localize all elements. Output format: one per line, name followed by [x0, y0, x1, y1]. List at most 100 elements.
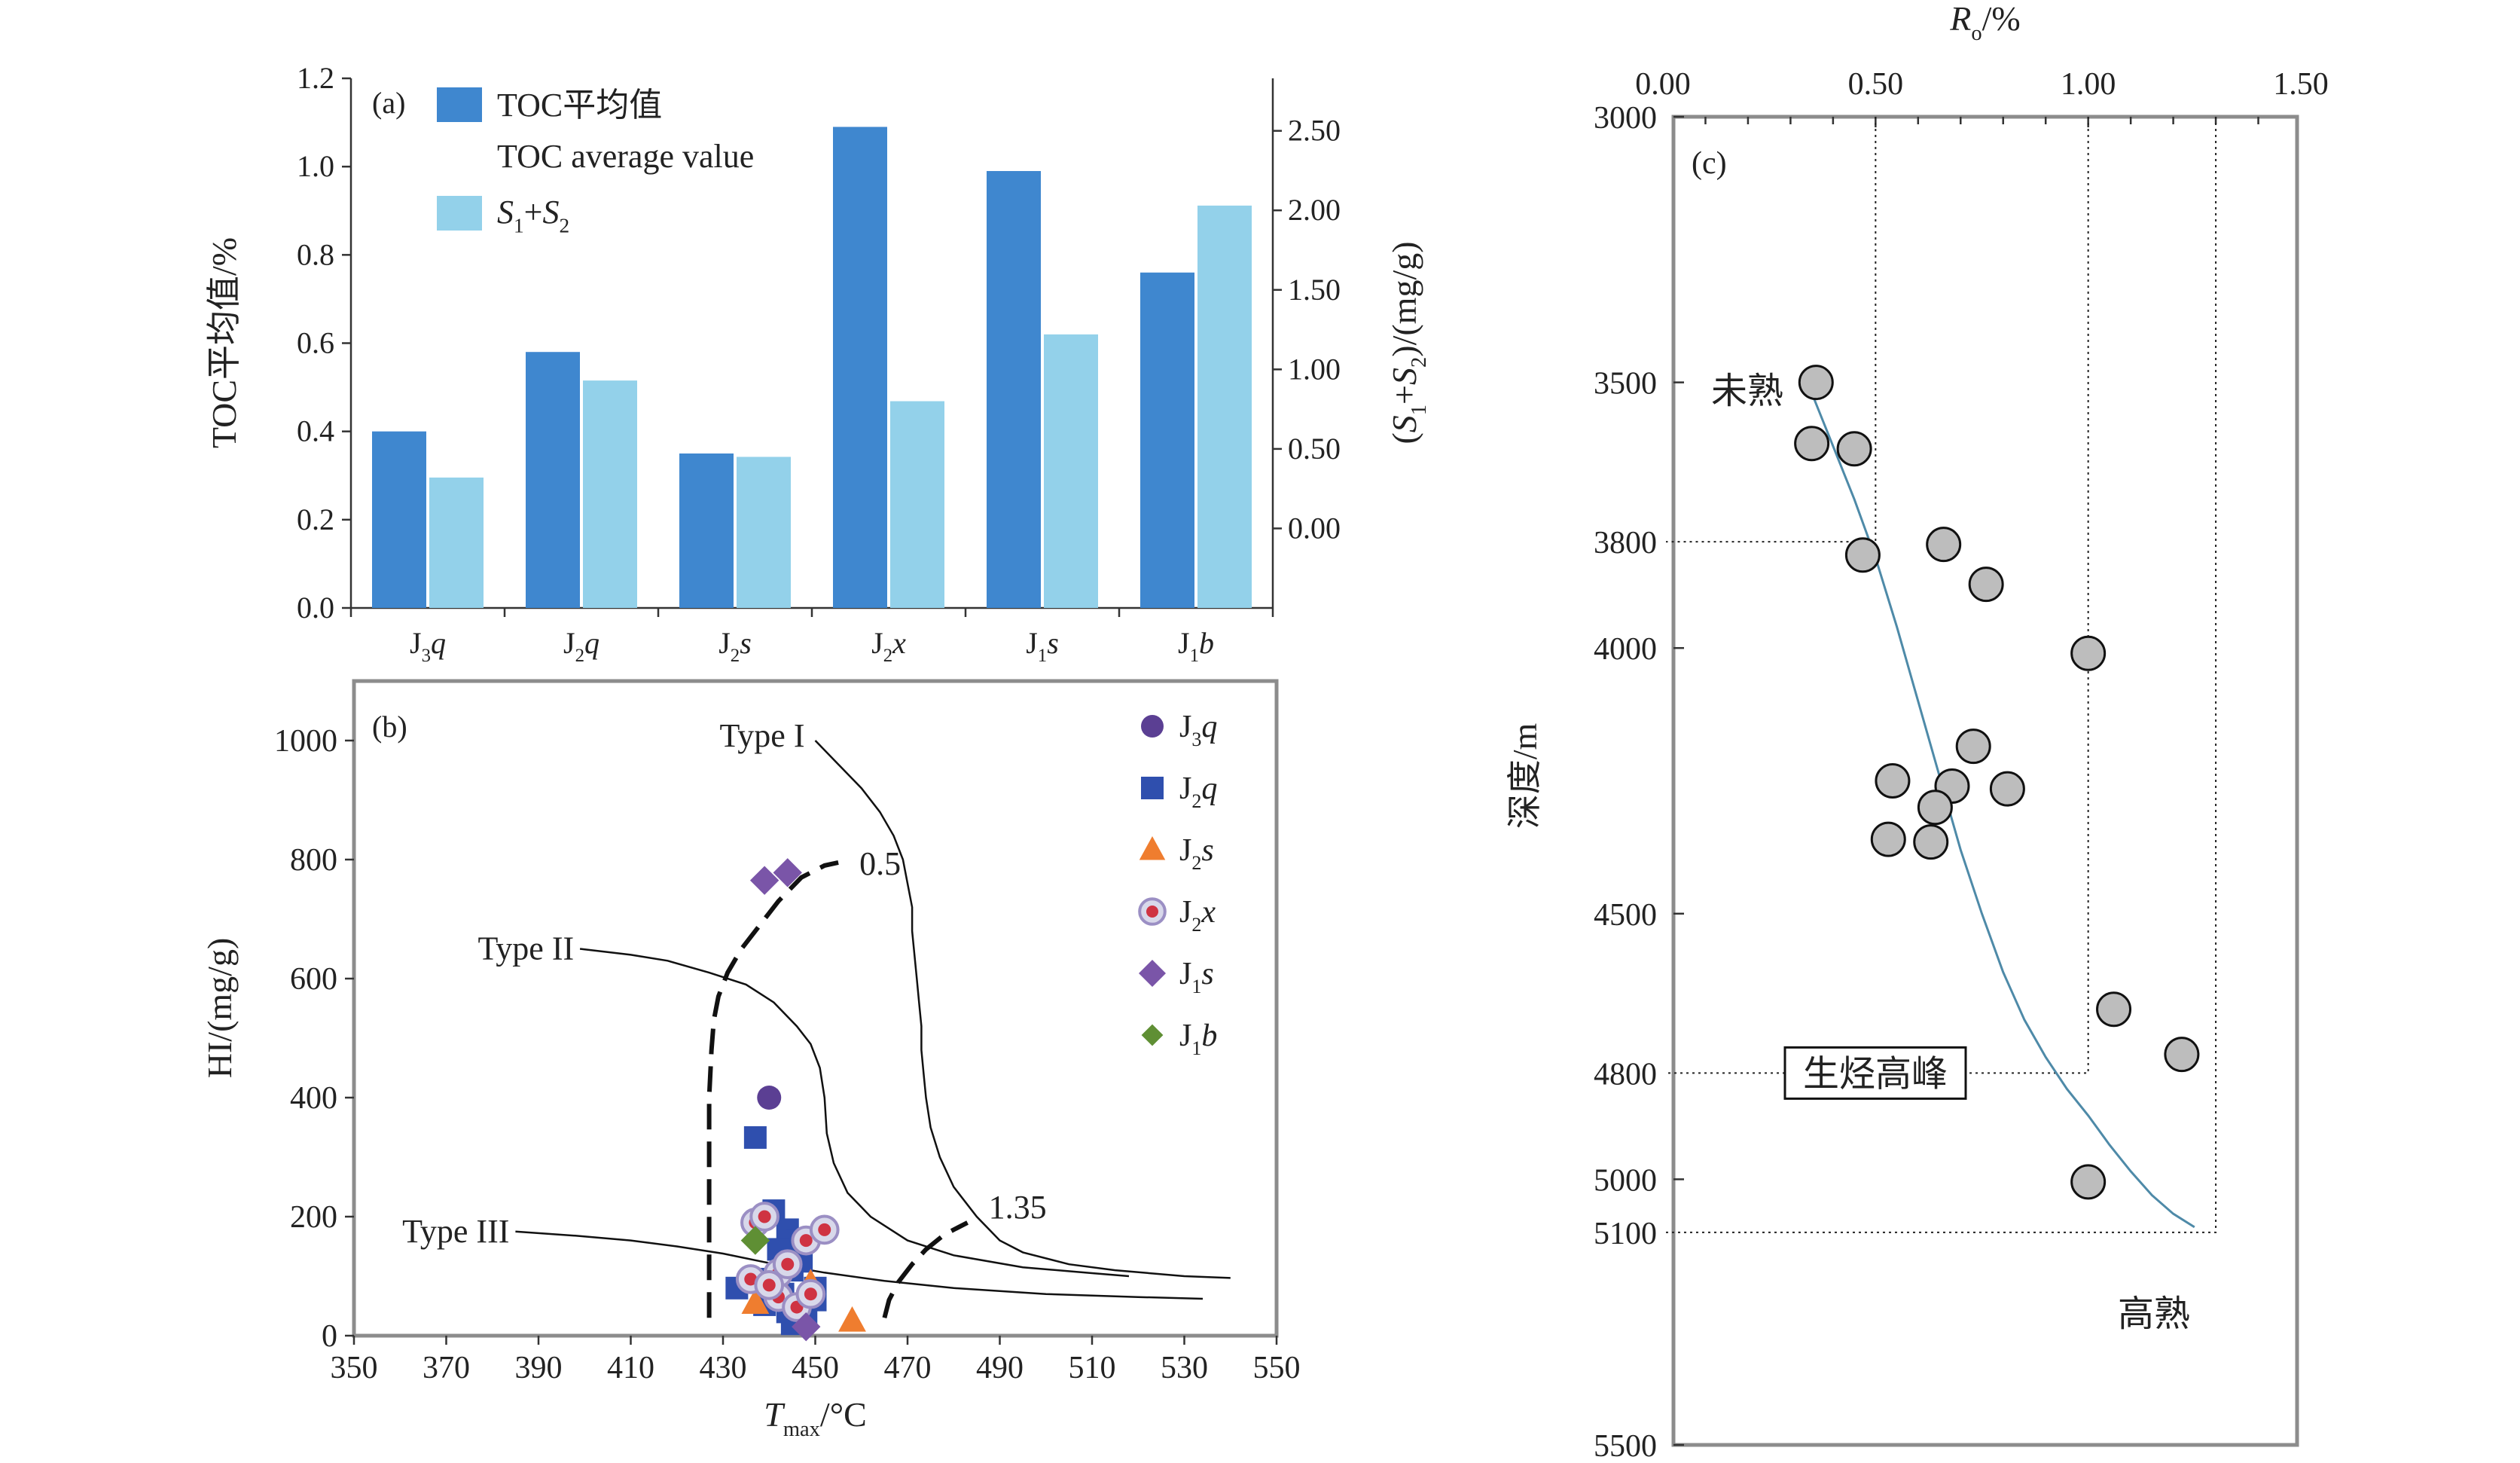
x-tick-label: 530 [1161, 1351, 1208, 1385]
data-point-j2s [838, 1306, 866, 1332]
right-tick-label: 2.00 [1288, 193, 1341, 227]
type-iii-label: Type III [402, 1213, 509, 1250]
bar-s1s2 [737, 457, 791, 608]
category-label: J2q [563, 626, 599, 666]
type-ii-label: Type II [477, 930, 574, 967]
special-depth-label: 3800 [1594, 526, 1657, 560]
legend-toc-line1: TOC平均值 [497, 87, 662, 124]
y-axis-label: HI/(mg/g) [200, 938, 239, 1079]
data-point-j2x [795, 1278, 826, 1309]
x-axis-label: Ro/% [1949, 0, 2020, 45]
y-tick-label: 800 [290, 843, 337, 878]
ring-inner [762, 1278, 776, 1292]
peak-guide [1666, 117, 2089, 1074]
bar-toc [1140, 272, 1194, 608]
right-tick-label: 0.50 [1288, 432, 1341, 466]
special-depth-label: 4800 [1594, 1057, 1657, 1092]
ring-inner [1146, 906, 1158, 918]
right-axis-label: (S1+S2)/(mg/g) [1385, 241, 1431, 444]
iso-0-5-label: 0.5 [859, 845, 901, 882]
panel-label: (b) [372, 710, 407, 744]
legend-marker-j2q [1141, 777, 1164, 799]
bar-s1s2 [583, 380, 637, 608]
data-point-j1s [792, 1312, 821, 1342]
bar-toc [987, 171, 1041, 608]
data-point [2096, 991, 2132, 1028]
y-axis-label: 深度/m [1506, 723, 1544, 829]
x-tick-label: 450 [792, 1351, 839, 1385]
ring-inner [758, 1210, 771, 1223]
right-tick-label: 1.00 [1288, 352, 1341, 386]
legend-label-j1b: J1b [1179, 1019, 1217, 1059]
data-point-j2x [772, 1249, 803, 1280]
x-tick-label: 0.00 [1635, 67, 1691, 102]
data-point-j2q [743, 1126, 767, 1149]
category-label: J1s [1026, 626, 1059, 666]
x-tick-label: 350 [331, 1351, 378, 1385]
legend-label-j2x: J2x [1179, 895, 1216, 936]
data-point-j2x [749, 1202, 779, 1232]
bar-s1s2 [429, 477, 484, 608]
iso-1-35-curve [882, 1220, 969, 1319]
data-point [2070, 1164, 2107, 1200]
legend-label-j3q: J3q [1179, 710, 1217, 750]
category-label: J2x [871, 626, 906, 666]
y-tick-label: 4000 [1594, 632, 1657, 667]
y-tick-label: 400 [290, 1081, 337, 1116]
left-tick-label: 0.4 [297, 414, 334, 448]
bar-s1s2 [1044, 334, 1098, 608]
bar-toc [833, 127, 887, 609]
data-point [1836, 431, 1872, 467]
data-point-j2s [741, 1288, 770, 1314]
legend-label-j2q: J2q [1179, 771, 1217, 812]
data-point-j2x [754, 1270, 785, 1300]
legend-marker-j2x [1138, 897, 1167, 926]
data-point [1968, 567, 2004, 603]
trend-curve [1811, 392, 2195, 1229]
left-tick-label: 0.6 [297, 326, 334, 360]
data-point [1917, 790, 1953, 826]
right-tick-label: 1.50 [1288, 273, 1341, 307]
category-label: J3q [410, 626, 446, 666]
legend-label-j2s: J2s [1179, 833, 1214, 874]
x-tick-label: 410 [607, 1351, 654, 1385]
left-tick-label: 1.2 [297, 61, 334, 95]
legend-label-j1s: J1s [1179, 957, 1214, 997]
category-label: J1b [1178, 626, 1214, 666]
data-point [1870, 821, 1906, 857]
data-point-j3q [757, 1086, 782, 1110]
x-tick-label: 0.50 [1848, 67, 1904, 102]
x-axis-label: Tmax/°C [764, 1395, 867, 1441]
iso-0-5-curve [706, 860, 839, 1318]
left-tick-label: 1.0 [297, 149, 334, 183]
data-point [1926, 527, 1962, 563]
left-tick-label: 0.2 [297, 502, 334, 536]
data-point [2164, 1037, 2200, 1073]
bar-toc [372, 431, 426, 608]
x-tick-label: 390 [515, 1351, 563, 1385]
high-guide [1666, 117, 2217, 1233]
data-point [2070, 635, 2107, 671]
x-tick-label: 370 [423, 1351, 470, 1385]
x-tick-label: 1.50 [2273, 67, 2329, 102]
legend-swatch-s1s2 [437, 196, 482, 231]
ring-inner [744, 1272, 758, 1286]
right-tick-label: 2.50 [1288, 114, 1341, 148]
legend-s1s2-label: S1+S2 [497, 194, 569, 237]
x-tick-label: 510 [1069, 1351, 1116, 1385]
y-tick-label: 3000 [1594, 101, 1657, 136]
annotation-high: 高熟 [2118, 1294, 2190, 1334]
legend-swatch-toc [437, 87, 482, 122]
ring-inner [799, 1234, 813, 1248]
data-point [1844, 537, 1881, 573]
y-tick-label: 5500 [1594, 1429, 1657, 1463]
data-point-j1b [740, 1226, 770, 1255]
data-point-j1s [773, 858, 802, 887]
left-tick-label: 0.0 [297, 591, 334, 625]
x-tick-label: 470 [884, 1351, 932, 1385]
bar-toc [526, 352, 580, 608]
type-iii-curve [515, 1230, 1204, 1300]
annotation-immature: 未熟 [1711, 371, 1783, 411]
panel-label: (c) [1692, 146, 1727, 181]
